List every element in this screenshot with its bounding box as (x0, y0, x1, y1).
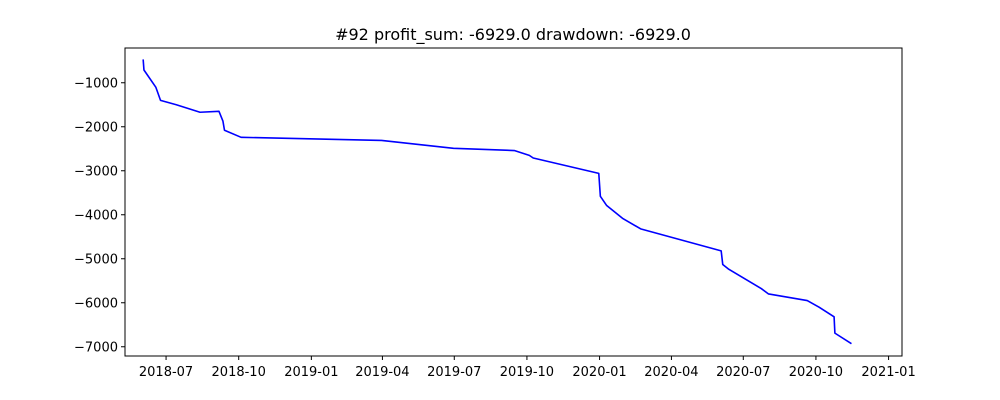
y-tick-label: −6000 (74, 296, 118, 311)
series-group (142, 59, 852, 345)
x-axis: 2018-07 2018-10 2019-01 2019-04 2019-07 2019-… (139, 356, 916, 380)
x-tick-label: 2020-07 (716, 365, 770, 380)
y-tick-label: −5000 (74, 252, 118, 267)
y-tick-label: −1000 (74, 76, 118, 91)
y-tick-label: −7000 (74, 340, 118, 355)
x-tick-label: 2019-01 (284, 365, 338, 380)
x-tick-label: 2019-07 (427, 365, 481, 380)
y-tick-label: −4000 (74, 208, 118, 223)
x-tick-label: 2018-10 (212, 365, 266, 380)
x-tick-label: 2020-04 (644, 365, 698, 380)
x-tick-label: 2019-04 (355, 365, 409, 380)
y-tick-label: −2000 (74, 120, 118, 135)
x-tick-label: 2018-07 (139, 365, 193, 380)
x-tick-label: 2021-01 (861, 365, 915, 380)
series-line (142, 59, 852, 345)
x-tick-label: 2019-10 (500, 365, 554, 380)
y-axis: −1000 −2000 −3000 −4000 −5000 −6000 −7000 (74, 76, 125, 355)
y-tick-label: −3000 (74, 164, 118, 179)
plot-area (124, 47, 903, 357)
x-tick-label: 2020-01 (572, 365, 626, 380)
chart-title: #92 profit_sum: -6929.0 drawdown: -6929.… (335, 25, 691, 45)
x-tick-label: 2020-10 (789, 365, 843, 380)
